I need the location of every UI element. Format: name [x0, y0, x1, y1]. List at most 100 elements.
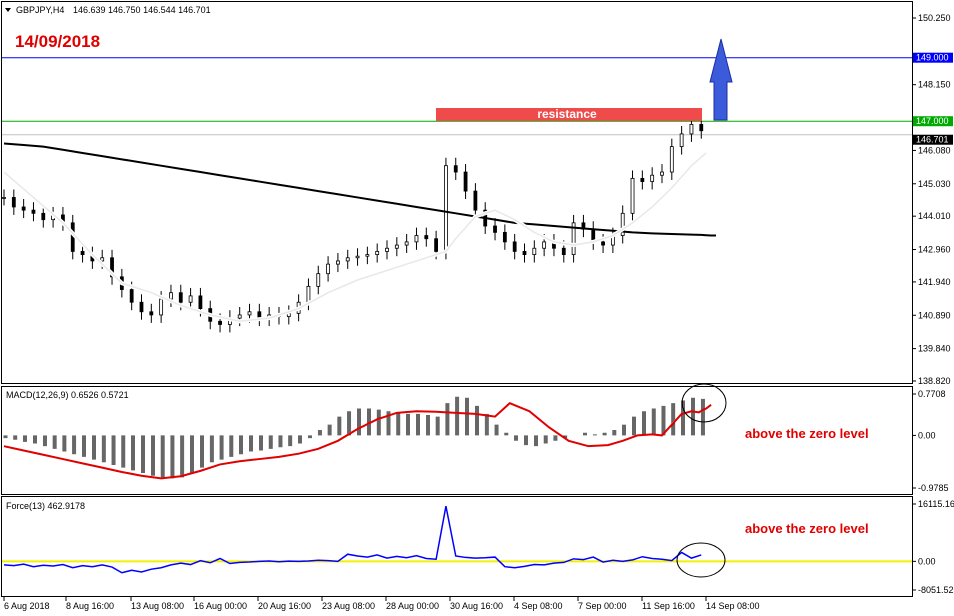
price-candle: [139, 301, 144, 313]
price-tick-label: 150.250: [918, 13, 951, 23]
price-candle: [640, 177, 645, 182]
price-candle: [601, 241, 605, 246]
price-candle: [31, 209, 36, 214]
price-candle: [453, 165, 458, 173]
price-candle: [178, 292, 183, 303]
price-tick-label: 148.150: [918, 80, 951, 90]
level-149-badge: [913, 52, 953, 63]
price-candle: [660, 171, 664, 176]
price-candle: [21, 206, 26, 211]
price-candle: [699, 123, 704, 132]
resistance-label: resistance: [537, 107, 597, 121]
price-candle: [198, 295, 203, 309]
price-panel-frame: [1, 1, 913, 384]
force-line: [3, 506, 702, 574]
price-tick-label: 144.010: [918, 211, 951, 221]
price-candle: [620, 212, 625, 236]
price-tick-label: 141.940: [918, 277, 951, 287]
axis-layer: 150.250 148.150 146.080 145.030 144.010 142.9…: [3, 13, 954, 611]
price-candle: [463, 171, 468, 192]
ohlc-label: 146.639 146.750 146.544 146.701: [73, 5, 211, 15]
price-candle: [41, 212, 46, 221]
price-candle: [522, 251, 527, 256]
time-tick-label: 4 Sep 08:00: [514, 601, 563, 611]
price-candle: [571, 222, 576, 256]
time-tick-label: 14 Sep 08:00: [706, 601, 760, 611]
price-candle: [679, 133, 684, 148]
macd-tick-label: 0.7708: [918, 389, 946, 399]
time-tick-label: 7 Sep 00:00: [578, 601, 627, 611]
price-candle: [473, 190, 478, 211]
price-candle: [316, 273, 321, 287]
time-tick-label: 30 Aug 16:00: [450, 601, 503, 611]
price-tick-label: 142.960: [918, 245, 951, 255]
price-candle: [100, 257, 105, 262]
price-candle: [345, 257, 350, 262]
price-candle: [434, 238, 439, 252]
price-candle: [336, 260, 340, 265]
price-candle: [375, 251, 380, 256]
price-candle: [502, 231, 507, 243]
price-candle: [512, 241, 517, 252]
time-tick-label: 13 Aug 08:00: [131, 601, 184, 611]
time-tick-label: 23 Aug 08:00: [322, 601, 375, 611]
price-candle: [444, 165, 448, 252]
macd-annotation: above the zero level: [745, 426, 869, 441]
price-candle: [414, 235, 419, 243]
price-candle: [424, 235, 429, 240]
dropdown-triangle-icon[interactable]: [5, 8, 11, 12]
price-candle: [669, 146, 674, 173]
price-tick-label: 140.890: [918, 310, 951, 320]
ma-fast-line: [3, 152, 707, 323]
price-candle: [11, 197, 16, 208]
price-candle: [247, 311, 252, 316]
macd-layer: [3, 396, 712, 480]
level-147-badge: [913, 116, 953, 127]
force-tick-label: -8051.526: [918, 585, 954, 595]
price-candle: [355, 255, 360, 259]
force-tick-label: 0.00: [918, 556, 936, 566]
price-candle: [326, 263, 330, 275]
macd-signal-line: [3, 402, 712, 480]
price-candle: [689, 123, 694, 135]
date-annotation: 14/09/2018: [15, 32, 100, 51]
price-candle: [169, 292, 173, 300]
time-tick-label: 20 Aug 16:00: [258, 601, 311, 611]
time-tick-label: 28 Aug 00:00: [386, 601, 439, 611]
price-candle: [159, 298, 164, 316]
price-candle: [404, 241, 409, 246]
time-tick-label: 11 Sep 16:00: [642, 601, 695, 611]
level-147-badge-label: 147.000: [916, 116, 949, 126]
price-candle: [218, 320, 222, 325]
price-candle: [394, 244, 399, 249]
level-149-badge-label: 149.000: [916, 53, 949, 63]
price-tick-label: 145.030: [918, 179, 951, 189]
last-price-badge-label: 146.701: [916, 135, 949, 145]
price-candle: [532, 247, 537, 256]
time-tick-label: 8 Aug 16:00: [66, 601, 114, 611]
price-candle: [237, 314, 242, 319]
force-layer: [2, 506, 912, 574]
price-tick-label: 138.820: [918, 376, 951, 386]
price-candle: [110, 257, 114, 278]
price-tick-label: 146.080: [918, 145, 951, 155]
up-arrow-icon: [709, 38, 733, 121]
force-tick-label: 16115.16: [918, 499, 954, 509]
price-candle: [80, 251, 85, 256]
price-candle: [149, 311, 154, 316]
price-layer: [2, 57, 912, 333]
symbol-label: GBPJPY,H4: [16, 5, 64, 15]
macd-label: MACD(12,26,9) 0.6526 0.5721: [6, 390, 129, 400]
force-panel-frame: [1, 496, 913, 597]
time-tick-label: 16 Aug 00:00: [194, 601, 247, 611]
force-highlight-circle: [676, 542, 726, 578]
macd-highlight-circle: [681, 383, 727, 423]
resistance-zone: [436, 108, 702, 121]
price-candle: [493, 225, 497, 233]
price-candle: [561, 247, 566, 256]
price-candle: [365, 254, 370, 257]
price-candle: [542, 241, 547, 249]
price-candle: [188, 295, 193, 303]
macd-tick-label: -0.9785: [918, 483, 949, 493]
